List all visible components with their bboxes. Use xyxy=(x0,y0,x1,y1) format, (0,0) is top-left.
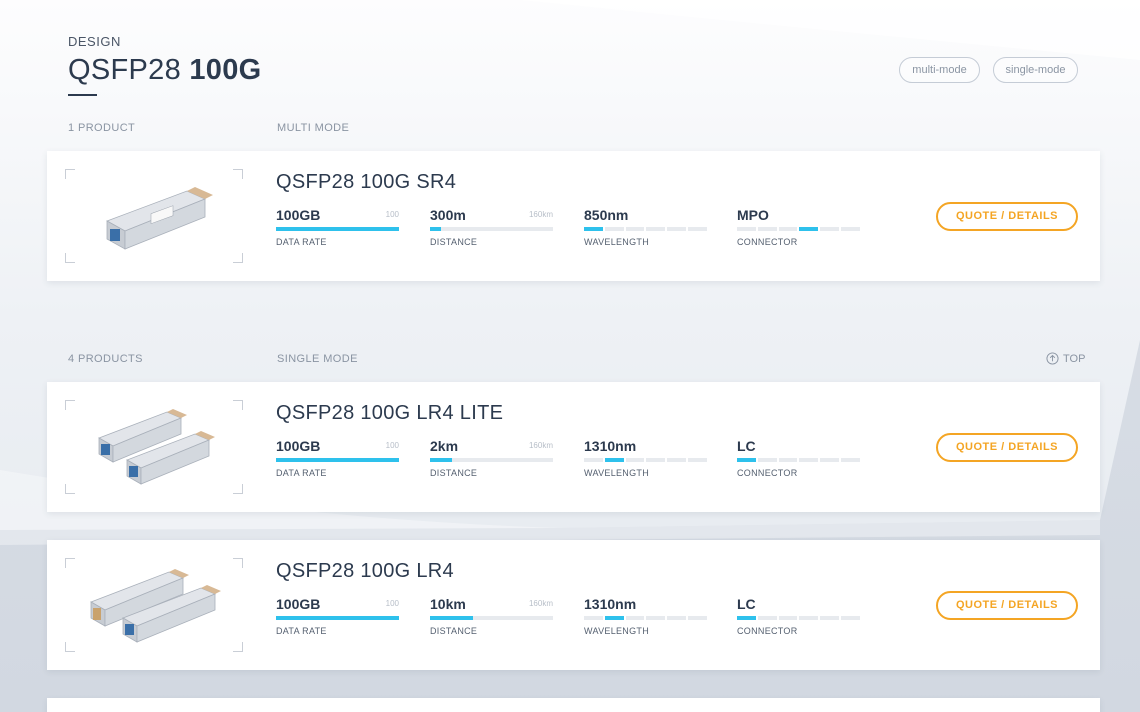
filter-single-mode[interactable]: single-mode xyxy=(993,57,1078,83)
page-title: QSFP28 100G xyxy=(68,54,262,86)
distance-label: DISTANCE xyxy=(430,468,478,478)
transceiver-image xyxy=(106,187,213,250)
transceiver-pair-image xyxy=(90,569,221,643)
distance-label: DISTANCE xyxy=(430,237,478,247)
product-name: QSFP28 100G LR4 xyxy=(276,560,454,582)
spec-data-rate: 100GB 100 DATA RATE xyxy=(276,438,399,478)
spec-connector: LC CONNECTOR xyxy=(737,438,860,478)
connector-label: CONNECTOR xyxy=(737,626,798,636)
data-rate-bar xyxy=(276,458,399,462)
wavelength-value: 1310nm xyxy=(584,596,637,612)
connector-label: CONNECTOR xyxy=(737,237,798,247)
data-rate-value: 100GB xyxy=(276,596,321,612)
product-image-frame xyxy=(65,169,243,263)
filter-multi-mode[interactable]: multi-mode xyxy=(899,57,980,83)
quote-details-button[interactable]: QUOTE / DETAILS xyxy=(936,591,1078,620)
connector-value: LC xyxy=(737,438,756,454)
data-rate-value: 100GB xyxy=(276,438,321,454)
distance-bar xyxy=(430,458,553,462)
data-rate-bar xyxy=(276,616,399,620)
connector-segments xyxy=(737,458,860,462)
wavelength-segments xyxy=(584,458,707,462)
spec-data-rate: 100GB 100 DATA RATE xyxy=(276,596,399,636)
spec-distance: 2km 160km DISTANCE xyxy=(430,438,553,478)
back-to-top-link[interactable]: TOP xyxy=(1046,352,1085,365)
spec-connector: LC CONNECTOR xyxy=(737,596,860,636)
product-card: QSFP28 100G SR4 100GB 100 DATA RATE 300m… xyxy=(47,151,1100,281)
transceiver-pair-image xyxy=(98,409,215,485)
product-image-frame xyxy=(65,558,243,652)
data-rate-max: 100 xyxy=(385,599,399,608)
product-card-partial xyxy=(47,698,1100,712)
distance-value: 300m xyxy=(430,207,466,223)
wavelength-label: WAVELENGTH xyxy=(584,626,650,636)
distance-bar xyxy=(430,616,553,620)
product-name: QSFP28 100G SR4 xyxy=(276,171,457,193)
data-rate-bar xyxy=(276,227,399,231)
title-underline xyxy=(68,94,97,96)
product-card: QSFP28 100G LR4 100GB 100 DATA RATE 10km… xyxy=(47,540,1100,670)
wavelength-value: 850nm xyxy=(584,207,629,223)
wavelength-segments xyxy=(584,227,707,231)
connector-segments xyxy=(737,616,860,620)
distance-value: 10km xyxy=(430,596,466,612)
spec-connector: MPO CONNECTOR xyxy=(737,207,860,247)
distance-bar xyxy=(430,227,553,231)
multi-mode-heading: MULTI MODE xyxy=(277,122,350,134)
top-link-label: TOP xyxy=(1063,352,1086,365)
distance-max: 160km xyxy=(528,599,553,608)
connector-segments xyxy=(737,227,860,231)
connector-label: CONNECTOR xyxy=(737,468,798,478)
connector-value: LC xyxy=(737,596,756,612)
data-rate-max: 100 xyxy=(385,210,399,219)
data-rate-value: 100GB xyxy=(276,207,321,223)
distance-value: 2km xyxy=(430,438,459,454)
distance-max: 160km xyxy=(528,441,553,450)
wavelength-value: 1310nm xyxy=(584,438,637,454)
page-eyebrow: DESIGN xyxy=(68,34,121,49)
distance-max: 160km xyxy=(528,210,553,219)
spec-distance: 300m 160km DISTANCE xyxy=(430,207,553,247)
connector-value: MPO xyxy=(737,207,769,223)
single-mode-heading: SINGLE MODE xyxy=(277,353,358,365)
product-name: QSFP28 100G LR4 LITE xyxy=(276,402,504,424)
multi-mode-count: 1 PRODUCT xyxy=(68,122,136,134)
wavelength-segments xyxy=(584,616,707,620)
spec-wavelength: 1310nm WAVELENGTH xyxy=(584,438,707,478)
data-rate-label: DATA RATE xyxy=(276,237,327,247)
quote-details-button[interactable]: QUOTE / DETAILS xyxy=(936,433,1078,462)
spec-wavelength: 1310nm WAVELENGTH xyxy=(584,596,707,636)
data-rate-label: DATA RATE xyxy=(276,626,327,636)
product-card: QSFP28 100G LR4 LITE 100GB 100 DATA RATE… xyxy=(47,382,1100,512)
data-rate-label: DATA RATE xyxy=(276,468,327,478)
spec-data-rate: 100GB 100 DATA RATE xyxy=(276,207,399,247)
distance-label: DISTANCE xyxy=(430,626,478,636)
spec-distance: 10km 160km DISTANCE xyxy=(430,596,553,636)
spec-wavelength: 850nm WAVELENGTH xyxy=(584,207,707,247)
product-image-frame xyxy=(65,400,243,494)
data-rate-max: 100 xyxy=(385,441,399,450)
quote-details-button[interactable]: QUOTE / DETAILS xyxy=(936,202,1078,231)
wavelength-label: WAVELENGTH xyxy=(584,468,650,478)
wavelength-label: WAVELENGTH xyxy=(584,237,650,247)
single-mode-count: 4 PRODUCTS xyxy=(68,353,143,365)
arrow-up-circle-icon xyxy=(1046,352,1059,365)
